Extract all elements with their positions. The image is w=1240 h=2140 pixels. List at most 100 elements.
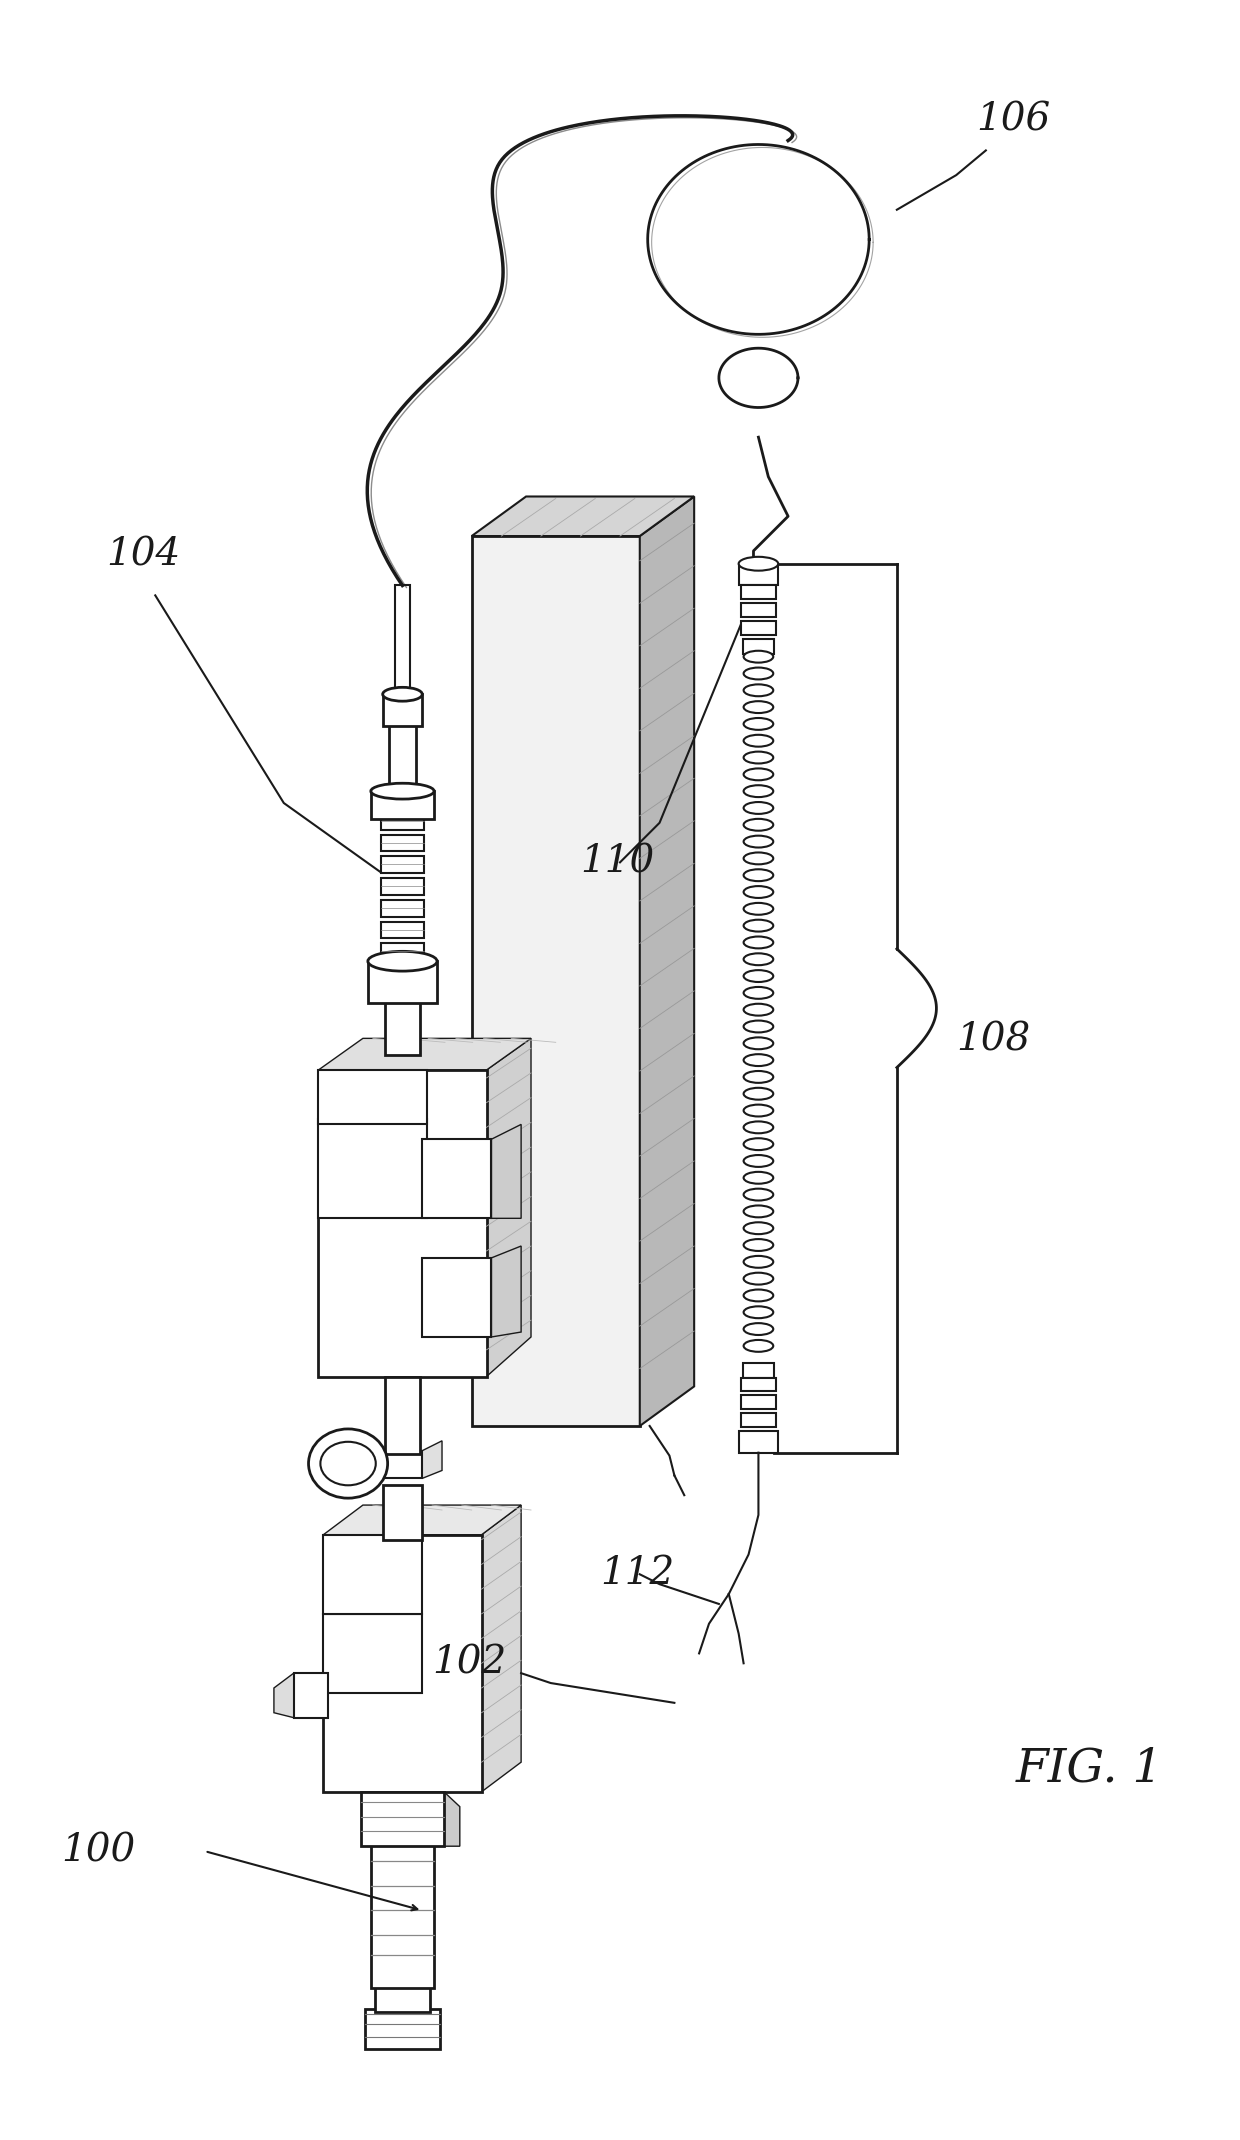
Bar — [381, 877, 424, 895]
Bar — [371, 1840, 434, 1988]
Bar — [740, 1378, 776, 1391]
Ellipse shape — [744, 820, 774, 830]
Polygon shape — [491, 1245, 521, 1338]
Text: 106: 106 — [976, 101, 1050, 139]
Ellipse shape — [744, 1156, 774, 1166]
Bar — [381, 1451, 423, 1479]
Bar — [381, 856, 424, 873]
Bar — [365, 2009, 440, 2048]
Polygon shape — [486, 1038, 531, 1376]
Ellipse shape — [744, 1323, 774, 1335]
Polygon shape — [481, 1504, 521, 1791]
Bar — [471, 535, 640, 1425]
Bar — [740, 1395, 776, 1408]
Ellipse shape — [320, 1442, 376, 1485]
Ellipse shape — [744, 651, 774, 663]
Bar — [319, 1119, 428, 1218]
Ellipse shape — [744, 1205, 774, 1218]
Ellipse shape — [739, 556, 779, 571]
Bar — [384, 1376, 420, 1453]
Bar — [324, 1614, 423, 1693]
Ellipse shape — [744, 937, 774, 948]
Ellipse shape — [744, 1038, 774, 1049]
Bar — [739, 563, 779, 586]
Text: 104: 104 — [105, 537, 180, 574]
Text: 100: 100 — [61, 1832, 135, 1868]
Ellipse shape — [744, 1021, 774, 1031]
Bar — [743, 640, 774, 653]
Bar — [743, 1363, 774, 1378]
Text: 102: 102 — [432, 1644, 506, 1682]
Polygon shape — [491, 1124, 521, 1218]
Ellipse shape — [744, 920, 774, 931]
Text: 110: 110 — [580, 843, 655, 880]
Bar — [383, 1485, 423, 1539]
Bar — [383, 693, 423, 725]
Polygon shape — [444, 1791, 460, 1847]
Ellipse shape — [744, 1239, 774, 1252]
Bar — [381, 922, 424, 939]
Bar — [740, 621, 776, 636]
Ellipse shape — [744, 835, 774, 847]
Bar — [740, 603, 776, 616]
Ellipse shape — [744, 886, 774, 899]
Bar — [394, 586, 410, 696]
Bar — [740, 586, 776, 599]
Ellipse shape — [744, 869, 774, 882]
Ellipse shape — [744, 719, 774, 730]
Bar — [381, 901, 424, 916]
Ellipse shape — [744, 1290, 774, 1301]
Bar — [319, 1070, 428, 1124]
Ellipse shape — [744, 734, 774, 747]
Bar — [374, 1984, 430, 2012]
Ellipse shape — [744, 751, 774, 764]
Bar — [324, 1534, 481, 1791]
Ellipse shape — [744, 768, 774, 781]
Text: 108: 108 — [956, 1021, 1030, 1057]
Bar — [381, 813, 424, 830]
Ellipse shape — [744, 1055, 774, 1066]
Ellipse shape — [744, 1340, 774, 1352]
Ellipse shape — [744, 1121, 774, 1134]
Bar — [294, 1673, 329, 1718]
Ellipse shape — [744, 1188, 774, 1201]
Ellipse shape — [744, 987, 774, 999]
Polygon shape — [423, 1440, 441, 1479]
Ellipse shape — [744, 1004, 774, 1016]
Ellipse shape — [744, 785, 774, 796]
Ellipse shape — [744, 1070, 774, 1083]
Ellipse shape — [744, 1256, 774, 1267]
Ellipse shape — [744, 802, 774, 813]
Bar — [423, 1258, 491, 1338]
Bar — [740, 1412, 776, 1427]
Bar — [381, 944, 424, 961]
Polygon shape — [274, 1673, 294, 1718]
Text: 112: 112 — [600, 1556, 675, 1592]
Bar — [739, 1432, 779, 1453]
Bar — [381, 835, 424, 852]
Ellipse shape — [744, 702, 774, 713]
Bar — [361, 1791, 444, 1847]
Ellipse shape — [744, 668, 774, 678]
Polygon shape — [471, 496, 694, 535]
Ellipse shape — [309, 1430, 388, 1498]
Ellipse shape — [744, 1138, 774, 1149]
Ellipse shape — [744, 1173, 774, 1183]
Ellipse shape — [744, 1087, 774, 1100]
Ellipse shape — [371, 783, 434, 798]
Ellipse shape — [744, 1104, 774, 1117]
Ellipse shape — [368, 952, 436, 972]
Ellipse shape — [744, 903, 774, 914]
Bar — [324, 1534, 423, 1614]
Bar — [368, 961, 436, 1004]
Text: FIG. 1: FIG. 1 — [1016, 1746, 1163, 1791]
Polygon shape — [324, 1504, 521, 1534]
Ellipse shape — [744, 1273, 774, 1284]
Bar — [423, 1138, 491, 1218]
Bar — [319, 1070, 486, 1376]
Ellipse shape — [744, 1222, 774, 1235]
Ellipse shape — [744, 969, 774, 982]
Ellipse shape — [744, 685, 774, 696]
Bar — [384, 1002, 420, 1055]
Polygon shape — [319, 1038, 531, 1070]
